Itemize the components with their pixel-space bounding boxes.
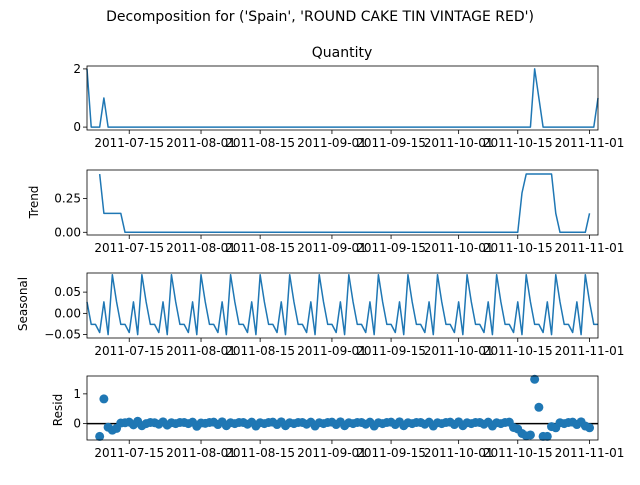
trend-xtick-label: 2011-08-15 [225,241,295,255]
trend-xtick-label: 2011-11-01 [555,241,625,255]
resid-xtick-label: 2011-08-15 [225,446,295,460]
seasonal-xtick-label: 2011-09-15 [356,344,426,358]
resid-point [585,423,595,433]
observed-axes-frame [86,65,599,131]
seasonal-xtick-label: 2011-08-01 [166,344,236,358]
resid-point [525,430,535,440]
resid-axis-label: Resid [51,394,65,426]
seasonal-xtick-label: 2011-10-01 [424,344,494,358]
trend-series-line [98,173,591,234]
observed-ytick-label: 2 [73,62,81,76]
resid-point [530,374,540,384]
seasonal-xtick-label: 2011-11-01 [555,344,625,358]
seasonal-xtick-label: 2011-09-01 [297,344,367,358]
seasonal-xtick-label: 2011-08-15 [225,344,295,358]
observed-panel: Quantity 0 2 2011-07-15 2011-08-012011-08-1… [73,45,624,150]
trend-xtick-label: 2011-09-01 [297,241,367,255]
resid-xtick-label: 2011-09-15 [356,446,426,460]
seasonal-ytick-label: 0.05 [54,285,81,299]
trend-xtick-label: 2011-09-15 [356,241,426,255]
resid-xtick-label: 2011-09-01 [297,446,367,460]
observed-xtick-label: 2011-10-15 [483,136,553,150]
resid-point [534,402,544,412]
seasonal-axis-label: Seasonal [16,277,30,331]
observed-panel-title: Quantity [312,45,373,61]
resid-axes-frame [86,375,599,441]
resid-xtick-label: 2011-10-15 [483,446,553,460]
observed-xtick-label: 2011-08-01 [166,136,236,150]
observed-ytick-label: 0 [73,120,81,134]
trend-axis-label: Trend [27,186,41,220]
observed-xtick-label: 2011-10-01 [424,136,494,150]
observed-series-line [86,68,599,128]
seasonal-axes-frame [86,272,599,339]
resid-xtick-label: 2011-11-01 [555,446,625,460]
resid-xtick-label: 2011-07-15 [94,446,164,460]
seasonal-series-line [86,273,598,336]
seasonal-ytick-label: −0.05 [44,328,81,342]
resid-point [542,431,552,441]
resid-point [95,431,105,441]
resid-xtick-label: 2011-08-01 [166,446,236,460]
seasonal-ytick-label: 0.00 [54,306,81,320]
trend-xtick-label: 2011-08-01 [166,241,236,255]
observed-xtick-label: 2011-09-01 [297,136,367,150]
observed-xtick-label: 2011-11-01 [555,136,625,150]
observed-xtick-label: 2011-08-15 [225,136,295,150]
resid-xtick-label: 2011-10-01 [424,446,494,460]
seasonal-xtick-label: 2011-10-15 [483,344,553,358]
trend-xtick-label: 2011-10-15 [483,241,553,255]
trend-xtick-label: 2011-10-01 [424,241,494,255]
trend-xtick-label: 2011-07-15 [94,241,164,255]
trend-ytick-label: 0.25 [54,191,81,205]
observed-xtick-label: 2011-09-15 [356,136,426,150]
resid-ytick-label: 0 [73,417,81,431]
resid-ytick-label: 1 [73,387,81,401]
trend-axes-frame [86,169,599,236]
trend-ytick-label: 0.00 [54,225,81,239]
resid-point [99,394,109,404]
seasonal-xtick-label: 2011-07-15 [94,344,164,358]
figure-suptitle: Decomposition for ('Spain', 'ROUND CAKE … [106,9,534,25]
observed-xtick-label: 2011-07-15 [94,136,164,150]
